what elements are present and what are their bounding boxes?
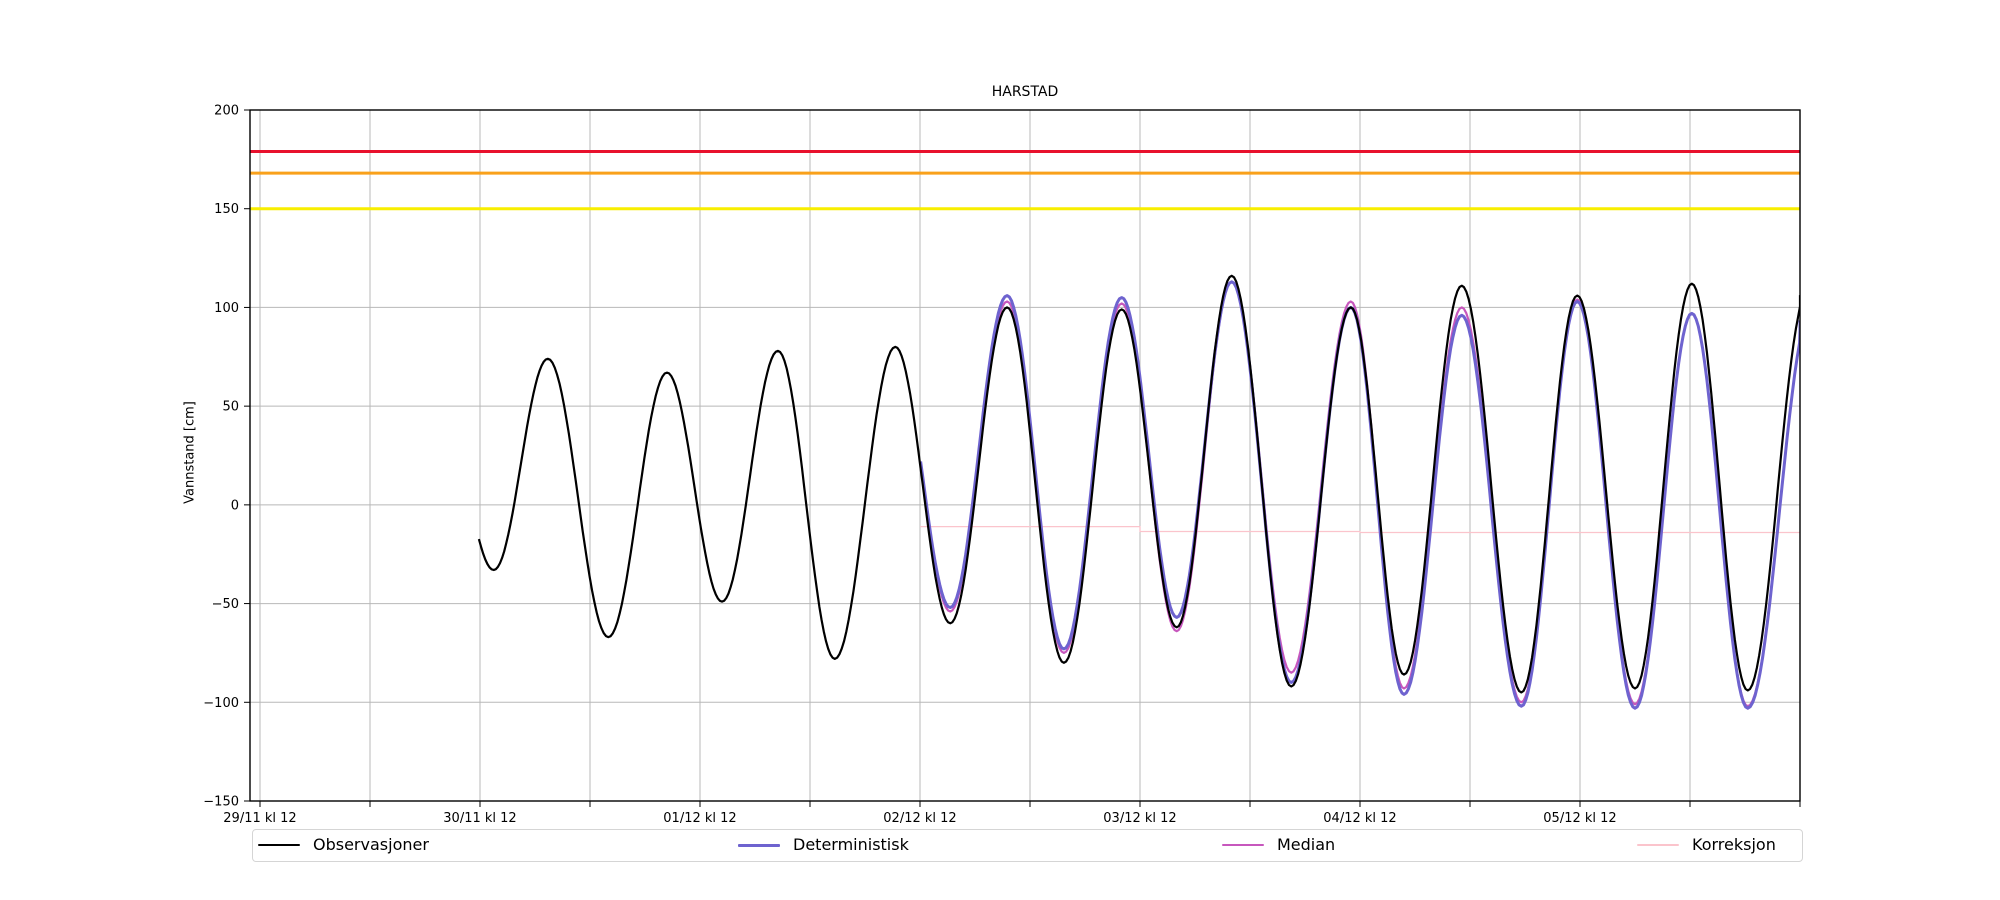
y-tick-label: 0 [231, 498, 239, 513]
x-tick-label: 03/12 kl 12 [1103, 811, 1176, 826]
x-tick-label: 05/12 kl 12 [1543, 811, 1616, 826]
y-tick-label: 50 [222, 400, 239, 415]
y-tick-label: 200 [214, 104, 239, 119]
y-tick-label: −150 [203, 795, 239, 810]
x-tick-label: 30/11 kl 12 [443, 811, 516, 826]
legend-item-deterministisk: Deterministisk [738, 836, 909, 854]
axis-tick-labels: 29/11 kl 12 30/11 kl 12 01/12 kl 12 02/12 k… [203, 104, 1616, 827]
legend-label: Observasjoner [313, 835, 429, 854]
legend-item-observasjoner: Observasjoner [258, 836, 429, 854]
warning-threshold-lines [250, 149, 1800, 211]
legend-label: Korreksjon [1692, 835, 1776, 854]
y-tick-label: −100 [203, 696, 239, 711]
x-tick-label: 04/12 kl 12 [1323, 811, 1396, 826]
korreksjon-line-swatch [1637, 844, 1679, 846]
legend-box [252, 829, 1803, 862]
y-tick-label: 100 [214, 301, 239, 316]
legend-label: Median [1277, 835, 1336, 854]
observasjoner-line-swatch [258, 844, 300, 846]
plot-border [249, 109, 1801, 802]
chart-title: HARSTAD [991, 84, 1059, 100]
y-tick-label: −50 [212, 597, 239, 612]
y-tick-label: 150 [214, 202, 239, 217]
x-tick-label: 02/12 kl 12 [883, 811, 956, 826]
grid-lines [250, 109, 1801, 802]
legend-label: Deterministisk [793, 835, 909, 854]
deterministisk-line-swatch [738, 843, 780, 847]
legend-item-median: Median [1222, 836, 1335, 854]
axis-ticks [244, 109, 1801, 807]
legend-item-korreksjon: Korreksjon [1637, 836, 1776, 854]
y-axis-label: Vannstand [cm] [182, 401, 198, 504]
median-line-swatch [1222, 844, 1264, 846]
data-series [477, 274, 1800, 710]
x-tick-label: 29/11 kl 12 [223, 811, 296, 826]
series-line-observasjoner [477, 274, 1800, 694]
series-line-korreksjon [920, 525, 1800, 534]
x-tick-label: 01/12 kl 12 [663, 811, 736, 826]
